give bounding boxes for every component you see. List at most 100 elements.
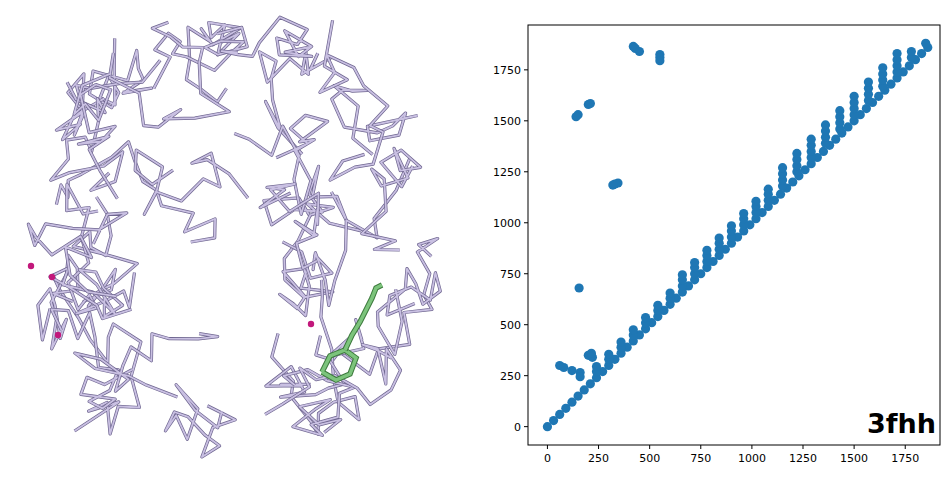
y-tick [524, 273, 528, 274]
y-tick-label: 1500 [493, 115, 521, 128]
backbone-outline [320, 20, 388, 180]
backbone [89, 38, 151, 107]
point [678, 270, 687, 279]
annotation: 3fhh [867, 408, 936, 439]
y-tick [524, 222, 528, 223]
point [655, 56, 664, 65]
plot-frame [528, 25, 940, 445]
backbone [378, 269, 441, 355]
y-tick [524, 324, 528, 325]
y-tick [524, 171, 528, 172]
ion [308, 321, 314, 327]
point [559, 363, 568, 372]
backbone-outline [38, 255, 78, 349]
x-tick [598, 445, 599, 449]
point [653, 301, 662, 310]
backbone-outline [74, 74, 117, 199]
backbone [283, 158, 411, 306]
point [616, 337, 625, 346]
y-tick [524, 69, 528, 70]
ligand-ring-outline [322, 350, 356, 380]
point [592, 362, 601, 371]
point [604, 350, 613, 359]
point [567, 366, 576, 375]
figure: 0250500750100012501500175002505007501000… [0, 0, 945, 492]
backbone-outline [75, 334, 218, 398]
backbone [259, 52, 330, 154]
backbone-outline [51, 82, 123, 190]
point [739, 209, 748, 218]
point [641, 313, 650, 322]
protein-structure [28, 17, 440, 457]
point [864, 77, 873, 86]
y-tick-label: 1250 [493, 166, 521, 179]
y-tick-label: 1000 [493, 217, 521, 230]
point [778, 163, 787, 172]
y-tick-label: 750 [500, 268, 521, 281]
backbone [362, 148, 421, 250]
y-tick [524, 375, 528, 376]
backbone-outline [110, 22, 230, 127]
backbone-outline [265, 345, 401, 415]
x-tick [751, 445, 752, 449]
backbone [51, 82, 123, 190]
y-tick-label: 250 [500, 370, 521, 383]
y-tick-label: 0 [514, 421, 521, 434]
x-tick [649, 445, 650, 449]
backbone-outline [260, 184, 318, 268]
annotation-ground [865, 408, 938, 439]
point [690, 258, 699, 267]
ligand-tail [345, 285, 382, 350]
x-tick-label: 1000 [738, 452, 766, 465]
x-tick-label: 1500 [840, 452, 868, 465]
ion [28, 263, 34, 269]
point [587, 349, 596, 358]
backbone-outline [378, 269, 441, 355]
backbone [28, 213, 126, 296]
point [666, 289, 675, 298]
backbone [74, 74, 117, 199]
backbone-outline [135, 150, 248, 214]
point [921, 39, 930, 48]
point [702, 246, 711, 255]
point [792, 149, 801, 158]
y-tick [524, 426, 528, 427]
point [835, 106, 844, 115]
x-tick [547, 445, 548, 449]
backbone [260, 184, 318, 268]
backbone [135, 150, 248, 214]
point [586, 99, 595, 108]
point [892, 49, 901, 58]
point [850, 92, 859, 101]
ligand-tail-outline [345, 285, 382, 350]
point [715, 233, 724, 242]
x-tick [803, 445, 804, 449]
x-tick-label: 500 [639, 452, 660, 465]
ligand [322, 285, 382, 380]
backbone [222, 17, 312, 56]
point [907, 47, 916, 56]
x-tick-label: 1750 [891, 452, 919, 465]
backbone-outline [28, 213, 126, 296]
point [571, 112, 580, 121]
backbone [320, 20, 388, 180]
backbone-outline [52, 309, 133, 408]
y-tick-label: 500 [500, 319, 521, 332]
backbone [52, 309, 133, 408]
point [629, 325, 638, 334]
backbone-outline [222, 17, 312, 56]
ligand-ring [322, 350, 356, 380]
backbone [38, 255, 78, 349]
point [751, 197, 760, 206]
backbone [75, 334, 218, 398]
x-tick-label: 0 [544, 452, 551, 465]
point [575, 283, 584, 292]
backbone [110, 22, 230, 127]
x-tick-label: 250 [588, 452, 609, 465]
backbone-outline [89, 38, 151, 107]
points [543, 39, 933, 432]
x-tick-label: 1250 [789, 452, 817, 465]
backbone-outline [259, 52, 330, 154]
ion [49, 274, 55, 280]
point [727, 221, 736, 230]
